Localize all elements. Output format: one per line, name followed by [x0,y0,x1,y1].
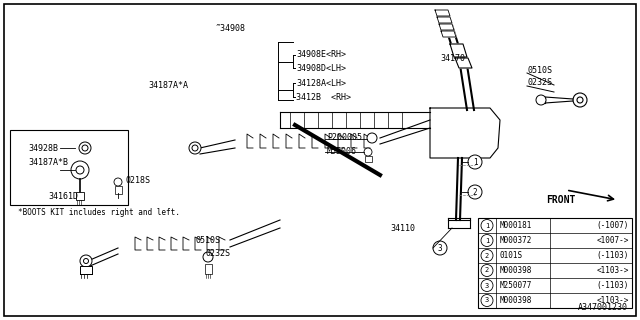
Text: 34187A*B: 34187A*B [28,157,68,166]
Text: <1007->: <1007-> [596,236,629,245]
Text: <1103->: <1103-> [596,296,629,305]
Circle shape [481,294,493,307]
Text: (-1007): (-1007) [596,221,629,230]
Text: 1: 1 [485,237,489,244]
Text: 34187A*A: 34187A*A [148,81,188,90]
Text: 3: 3 [485,298,489,303]
Circle shape [80,255,92,267]
Circle shape [367,133,377,143]
Text: (-1103): (-1103) [596,281,629,290]
Circle shape [114,178,122,186]
Circle shape [83,259,88,263]
Text: 0232S: 0232S [528,77,553,86]
Circle shape [481,279,493,292]
Text: 34110: 34110 [390,223,415,233]
Circle shape [189,142,201,154]
Text: <1103->: <1103-> [596,266,629,275]
Text: 0232S: 0232S [205,250,230,259]
Circle shape [536,95,546,105]
Text: 0510S: 0510S [196,236,221,244]
Text: 34908D<LH>: 34908D<LH> [296,63,346,73]
Text: 34161D: 34161D [48,191,78,201]
Polygon shape [437,17,452,23]
Circle shape [481,220,493,231]
Circle shape [577,97,583,103]
Text: M000181: M000181 [500,221,532,230]
Bar [10,130,128,205]
Text: 0101S: 0101S [500,251,523,260]
Circle shape [82,145,88,151]
Circle shape [433,241,447,255]
Bar [76,192,84,200]
Circle shape [481,265,493,276]
Text: 0218S: 0218S [125,175,150,185]
Text: (-1103): (-1103) [596,251,629,260]
Bar [80,266,92,274]
Circle shape [481,235,493,246]
Circle shape [76,166,84,174]
Circle shape [192,145,198,151]
Text: M000398: M000398 [500,296,532,305]
Bar [205,264,212,274]
Text: 2: 2 [485,268,489,274]
Text: 1: 1 [485,222,489,228]
Polygon shape [439,24,454,30]
Text: 2: 2 [485,252,489,259]
Text: M250077: M250077 [500,281,532,290]
Polygon shape [430,108,500,158]
Text: M000398: M000398 [500,266,532,275]
Circle shape [468,185,482,199]
Text: ‴34908: ‴34908 [215,23,245,33]
Polygon shape [450,44,467,57]
Bar [478,218,632,308]
Text: 3: 3 [438,244,442,252]
Bar [365,156,372,162]
Text: P200005: P200005 [327,132,362,141]
Text: M000372: M000372 [500,236,532,245]
Text: M55006: M55006 [327,147,357,156]
Polygon shape [441,31,456,37]
Text: 3412B  <RH>: 3412B <RH> [296,92,351,101]
Polygon shape [435,10,450,16]
Circle shape [79,142,91,154]
Text: 34928B: 34928B [28,143,58,153]
Text: 34128A<LH>: 34128A<LH> [296,78,346,87]
Circle shape [364,148,372,156]
Text: 3: 3 [485,283,489,289]
Bar [115,186,122,194]
Polygon shape [455,58,472,68]
Text: 0510S: 0510S [528,66,553,75]
Text: A347001230: A347001230 [578,303,628,312]
Text: 1: 1 [473,157,477,166]
Text: FRONT: FRONT [546,195,575,205]
Circle shape [468,155,482,169]
Text: 34170: 34170 [440,53,465,62]
Text: 2: 2 [473,188,477,196]
Circle shape [481,250,493,261]
Circle shape [573,93,587,107]
Circle shape [71,161,89,179]
Text: *BOOTS KIT includes right and left.: *BOOTS KIT includes right and left. [18,207,180,217]
Circle shape [203,252,213,262]
Text: 34908E<RH>: 34908E<RH> [296,50,346,59]
